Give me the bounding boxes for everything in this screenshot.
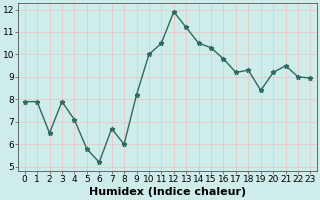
X-axis label: Humidex (Indice chaleur): Humidex (Indice chaleur) xyxy=(89,187,246,197)
